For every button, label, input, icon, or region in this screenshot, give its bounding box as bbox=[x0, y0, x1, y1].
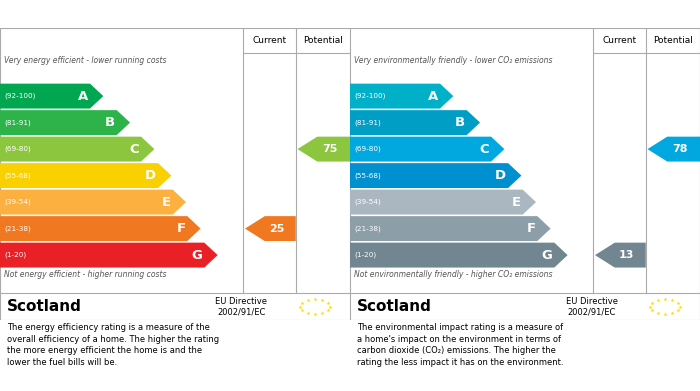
Text: (69-80): (69-80) bbox=[354, 146, 381, 152]
Text: 25: 25 bbox=[269, 224, 284, 233]
Polygon shape bbox=[350, 84, 454, 109]
Text: The environmental impact rating is a measure of
a home's impact on the environme: The environmental impact rating is a mea… bbox=[357, 323, 564, 367]
Text: (39-54): (39-54) bbox=[354, 199, 381, 205]
Text: D: D bbox=[495, 169, 506, 182]
Text: 75: 75 bbox=[322, 144, 337, 154]
Text: G: G bbox=[192, 249, 202, 262]
Text: (1-20): (1-20) bbox=[4, 252, 27, 258]
Text: A: A bbox=[78, 90, 88, 102]
Polygon shape bbox=[350, 136, 505, 161]
Polygon shape bbox=[350, 110, 480, 135]
Polygon shape bbox=[0, 110, 130, 135]
Text: Energy Efficiency Rating: Energy Efficiency Rating bbox=[6, 7, 168, 20]
Text: F: F bbox=[176, 222, 186, 235]
Text: (55-68): (55-68) bbox=[354, 172, 381, 179]
Text: The energy efficiency rating is a measure of the
overall efficiency of a home. T: The energy efficiency rating is a measur… bbox=[7, 323, 219, 367]
Text: F: F bbox=[526, 222, 536, 235]
Polygon shape bbox=[0, 216, 201, 241]
Polygon shape bbox=[0, 243, 218, 267]
Polygon shape bbox=[0, 190, 186, 215]
Polygon shape bbox=[245, 216, 295, 241]
Text: B: B bbox=[105, 116, 115, 129]
Text: Very environmentally friendly - lower CO₂ emissions: Very environmentally friendly - lower CO… bbox=[354, 56, 552, 65]
Text: EU Directive
2002/91/EC: EU Directive 2002/91/EC bbox=[216, 297, 267, 316]
Text: (39-54): (39-54) bbox=[4, 199, 31, 205]
Polygon shape bbox=[350, 243, 568, 267]
Text: B: B bbox=[455, 116, 465, 129]
Text: (69-80): (69-80) bbox=[4, 146, 31, 152]
Text: Scotland: Scotland bbox=[7, 299, 82, 314]
Text: (81-91): (81-91) bbox=[4, 119, 31, 126]
Text: E: E bbox=[162, 196, 171, 209]
Text: C: C bbox=[480, 143, 489, 156]
Text: (1-20): (1-20) bbox=[354, 252, 377, 258]
Polygon shape bbox=[0, 136, 155, 161]
Text: (81-91): (81-91) bbox=[354, 119, 381, 126]
Text: Current: Current bbox=[253, 36, 286, 45]
Text: (92-100): (92-100) bbox=[4, 93, 36, 99]
Polygon shape bbox=[0, 163, 172, 188]
Text: Potential: Potential bbox=[303, 36, 343, 45]
Text: (21-38): (21-38) bbox=[4, 225, 31, 232]
Text: (21-38): (21-38) bbox=[354, 225, 381, 232]
Polygon shape bbox=[595, 243, 645, 267]
Text: C: C bbox=[130, 143, 139, 156]
Text: Environmental Impact (CO₂) Rating: Environmental Impact (CO₂) Rating bbox=[355, 7, 587, 20]
Text: Scotland: Scotland bbox=[357, 299, 432, 314]
Polygon shape bbox=[350, 190, 536, 215]
Text: Not energy efficient - higher running costs: Not energy efficient - higher running co… bbox=[4, 271, 166, 280]
Text: D: D bbox=[145, 169, 156, 182]
Text: Potential: Potential bbox=[653, 36, 693, 45]
Text: (55-68): (55-68) bbox=[4, 172, 31, 179]
Text: (92-100): (92-100) bbox=[354, 93, 386, 99]
Polygon shape bbox=[350, 216, 551, 241]
Text: G: G bbox=[542, 249, 552, 262]
Polygon shape bbox=[0, 84, 104, 109]
Text: E: E bbox=[512, 196, 521, 209]
Polygon shape bbox=[298, 136, 350, 161]
Polygon shape bbox=[648, 136, 700, 161]
Text: Current: Current bbox=[603, 36, 636, 45]
Text: EU Directive
2002/91/EC: EU Directive 2002/91/EC bbox=[566, 297, 617, 316]
Polygon shape bbox=[350, 163, 522, 188]
Text: Very energy efficient - lower running costs: Very energy efficient - lower running co… bbox=[4, 56, 166, 65]
Text: A: A bbox=[428, 90, 438, 102]
Text: Not environmentally friendly - higher CO₂ emissions: Not environmentally friendly - higher CO… bbox=[354, 271, 552, 280]
Text: 78: 78 bbox=[672, 144, 687, 154]
Text: 13: 13 bbox=[619, 250, 634, 260]
